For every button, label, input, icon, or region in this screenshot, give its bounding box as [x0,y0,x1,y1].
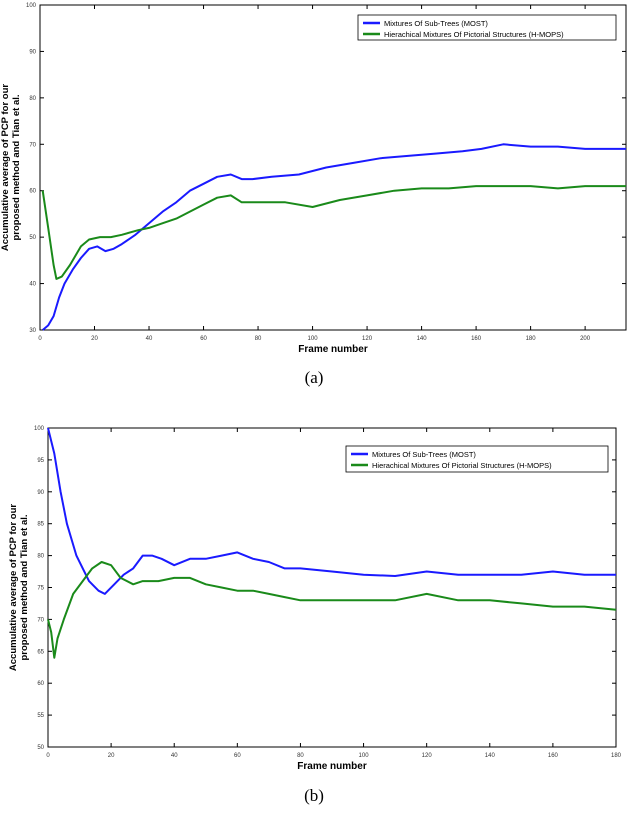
x-tick-label: 80 [255,336,262,342]
y-tick-label: 60 [37,681,44,687]
y-tick-label: 100 [26,3,37,9]
y-tick-label: 80 [37,554,44,560]
caption-b: (b) [0,786,628,806]
series-line-hmops [48,562,616,658]
y-tick-label: 75 [37,586,44,592]
y-tick-label: 50 [37,745,44,751]
x-tick-label: 60 [200,336,207,342]
y-axis-label: Accumulative average of PCP for our propo… [8,504,30,671]
chart-a-svg: 0 20 40 60 80 100 120 140 160 180 200 30 40 50 60 70 80 9… [0,0,628,365]
x-tick-label: 180 [611,753,622,759]
x-tick-label: 0 [38,336,42,342]
chart-b: 0 20 40 60 80 100 120 140 160 180 50 55 60 65 70 75 80 85… [0,420,628,780]
y-tick-label: 65 [37,649,44,655]
y-tick-label: 90 [29,49,36,55]
chart-b-svg: 0 20 40 60 80 100 120 140 160 180 50 55 60 65 70 75 80 85… [0,420,628,780]
y-axis-label-line-2: proposed method and Tian et al. [11,94,22,240]
legend: Mixtures Of Sub-Trees (MOST) Hierachical … [358,15,616,40]
y-tick-label: 70 [37,617,44,623]
x-tick-label: 120 [362,336,373,342]
chart-a: 0 20 40 60 80 100 120 140 160 180 200 30 40 50 60 70 80 9… [0,0,628,365]
x-tick-label: 20 [91,336,98,342]
x-tick-label: 100 [359,753,370,759]
x-tick-label: 40 [146,336,153,342]
legend-label-hmops: Hierachical Mixtures Of Pictorial Struct… [372,461,552,470]
y-tick-label: 80 [29,96,36,102]
x-axis-label: Frame number [297,761,367,772]
legend-label-most: Mixtures Of Sub-Trees (MOST) [384,19,488,28]
y-tick-label: 50 [29,235,36,241]
legend-label-hmops: Hierachical Mixtures Of Pictorial Struct… [384,30,564,39]
y-tick-label: 55 [37,713,44,719]
y-tick-label: 100 [34,426,45,432]
series-line-hmops [43,186,626,279]
x-tick-label: 0 [46,753,50,759]
y-tick-label: 30 [29,328,36,334]
y-axis-label: Accumulative average of PCP for our propo… [0,84,22,251]
x-tick-label: 180 [526,336,537,342]
y-tick-label: 70 [29,142,36,148]
x-tick-label: 140 [417,336,428,342]
x-tick-label: 40 [171,753,178,759]
x-tick-label: 160 [548,753,559,759]
x-tick-label: 20 [108,753,115,759]
x-tick-label: 120 [422,753,433,759]
plot-area-frame [48,428,616,747]
y-axis-label-line-2: proposed method and Tian et al. [19,514,30,660]
y-tick-label: 60 [29,189,36,195]
plot-area-frame [40,5,626,330]
series-line-most [43,144,626,330]
y-tick-label: 85 [37,522,44,528]
y-axis-label-line-1: Accumulative average of PCP for our [0,84,11,251]
legend: Mixtures Of Sub-Trees (MOST) Hierachical … [346,446,608,472]
x-tick-label: 200 [580,336,591,342]
legend-label-most: Mixtures Of Sub-Trees (MOST) [372,450,476,459]
y-tick-label: 40 [29,282,36,288]
x-tick-label: 80 [297,753,304,759]
caption-a: (a) [0,368,628,388]
y-tick-label: 90 [37,490,44,496]
y-tick-label: 95 [37,458,44,464]
x-tick-label: 140 [485,753,496,759]
x-tick-label: 100 [308,336,319,342]
x-tick-label: 160 [471,336,482,342]
y-axis-label-line-1: Accumulative average of PCP for our [8,504,19,671]
x-axis-label: Frame number [298,344,368,355]
x-tick-label: 60 [234,753,241,759]
